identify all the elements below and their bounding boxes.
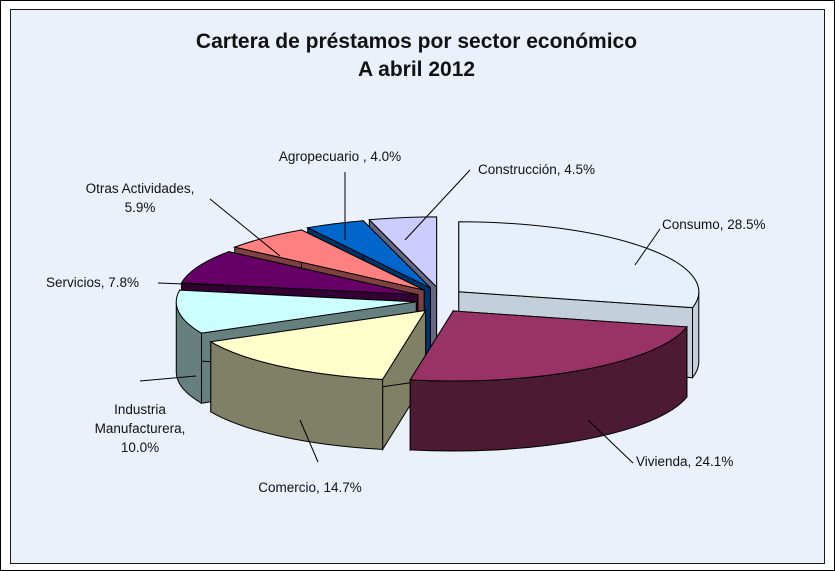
- pie-slice-top-construcción: [368, 216, 438, 289]
- leader-line: [634, 228, 661, 266]
- pie-slice-top-otras-actividades: [232, 229, 425, 291]
- slice-label: Otras Actividades, 5.9%: [86, 181, 195, 215]
- leader-line: [157, 282, 211, 286]
- leader-line: [404, 169, 471, 241]
- pie-slice-top-servicios: [180, 251, 419, 296]
- chart-title-block: Cartera de préstamos por sector económic…: [0, 28, 833, 84]
- slice-label: Consumo, 28.5%: [662, 217, 766, 232]
- chart-subtitle: A abril 2012: [357, 58, 476, 81]
- pie-slice-top-vivienda: [409, 310, 688, 382]
- slice-label: Comercio, 14.7%: [258, 480, 362, 495]
- leader-line: [139, 375, 197, 382]
- chart-title: Cartera de préstamos por sector económic…: [195, 30, 638, 53]
- leader-line: [587, 419, 634, 464]
- pie-slice-top-industria-manufacturera: [175, 289, 417, 334]
- slice-label: Vivienda, 24.1%: [636, 454, 733, 469]
- slice-label: Industria Manufacturera, 10.0%: [95, 402, 186, 455]
- slice-label: Construcción, 4.5%: [478, 162, 595, 177]
- leader-line: [299, 419, 319, 463]
- pie-slice-top-agropecuario: [306, 220, 431, 289]
- leader-line: [209, 198, 281, 257]
- slice-label: Agropecuario , 4.0%: [279, 149, 401, 164]
- slice-label: Servicios, 7.8%: [46, 275, 139, 290]
- pie-slice-top-comercio: [209, 309, 427, 380]
